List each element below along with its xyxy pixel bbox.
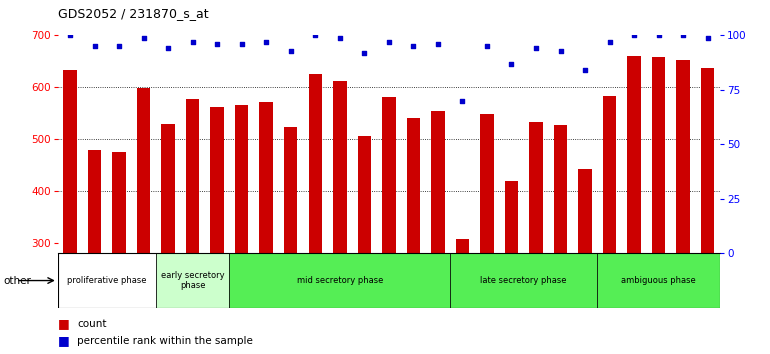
Bar: [284, 127, 297, 253]
Bar: [309, 74, 322, 253]
Text: count: count: [77, 319, 106, 329]
Bar: [505, 181, 518, 253]
Point: [505, 61, 517, 67]
Bar: [652, 57, 665, 253]
Point: [333, 35, 346, 40]
Bar: [259, 102, 273, 253]
Bar: [88, 150, 102, 253]
Point: [358, 50, 370, 56]
Bar: [382, 97, 396, 253]
Point: [260, 39, 273, 45]
Point: [64, 33, 76, 38]
Bar: [407, 118, 420, 253]
Bar: [480, 114, 494, 253]
Text: percentile rank within the sample: percentile rank within the sample: [77, 336, 253, 346]
FancyBboxPatch shape: [58, 253, 156, 308]
Text: GDS2052 / 231870_s_at: GDS2052 / 231870_s_at: [58, 7, 209, 20]
Point: [285, 48, 297, 53]
Text: late secretory phase: late secretory phase: [480, 276, 567, 285]
Bar: [578, 169, 592, 253]
Text: proliferative phase: proliferative phase: [67, 276, 146, 285]
Point: [530, 46, 542, 51]
Text: mid secretory phase: mid secretory phase: [296, 276, 383, 285]
Bar: [603, 96, 616, 253]
Bar: [63, 70, 77, 253]
Point: [309, 33, 321, 38]
Point: [383, 39, 395, 45]
Point: [677, 33, 689, 38]
Point: [162, 46, 174, 51]
Point: [186, 39, 199, 45]
Point: [407, 44, 420, 49]
Bar: [357, 137, 371, 253]
Text: other: other: [4, 275, 32, 286]
Bar: [676, 60, 690, 253]
Point: [480, 44, 493, 49]
FancyBboxPatch shape: [156, 253, 229, 308]
Point: [554, 48, 567, 53]
Text: ■: ■: [58, 318, 69, 330]
Point: [432, 41, 444, 47]
Point: [211, 41, 223, 47]
Point: [652, 33, 665, 38]
Text: ■: ■: [58, 334, 69, 347]
Bar: [235, 105, 249, 253]
Bar: [333, 81, 347, 253]
Point: [628, 33, 641, 38]
Point: [89, 44, 101, 49]
Point: [701, 35, 714, 40]
Bar: [554, 125, 567, 253]
Bar: [431, 110, 444, 253]
Bar: [137, 88, 150, 253]
Bar: [701, 68, 715, 253]
FancyBboxPatch shape: [598, 253, 720, 308]
Bar: [456, 239, 469, 253]
Point: [604, 39, 616, 45]
FancyBboxPatch shape: [229, 253, 450, 308]
FancyBboxPatch shape: [450, 253, 598, 308]
Bar: [628, 56, 641, 253]
Point: [137, 35, 149, 40]
Bar: [186, 99, 199, 253]
Point: [113, 44, 126, 49]
Point: [579, 67, 591, 73]
Point: [457, 98, 469, 103]
Point: [236, 41, 248, 47]
Bar: [210, 107, 224, 253]
Bar: [112, 152, 126, 253]
Text: early secretory
phase: early secretory phase: [161, 271, 225, 290]
Bar: [529, 122, 543, 253]
Bar: [162, 124, 175, 253]
Text: ambiguous phase: ambiguous phase: [621, 276, 696, 285]
